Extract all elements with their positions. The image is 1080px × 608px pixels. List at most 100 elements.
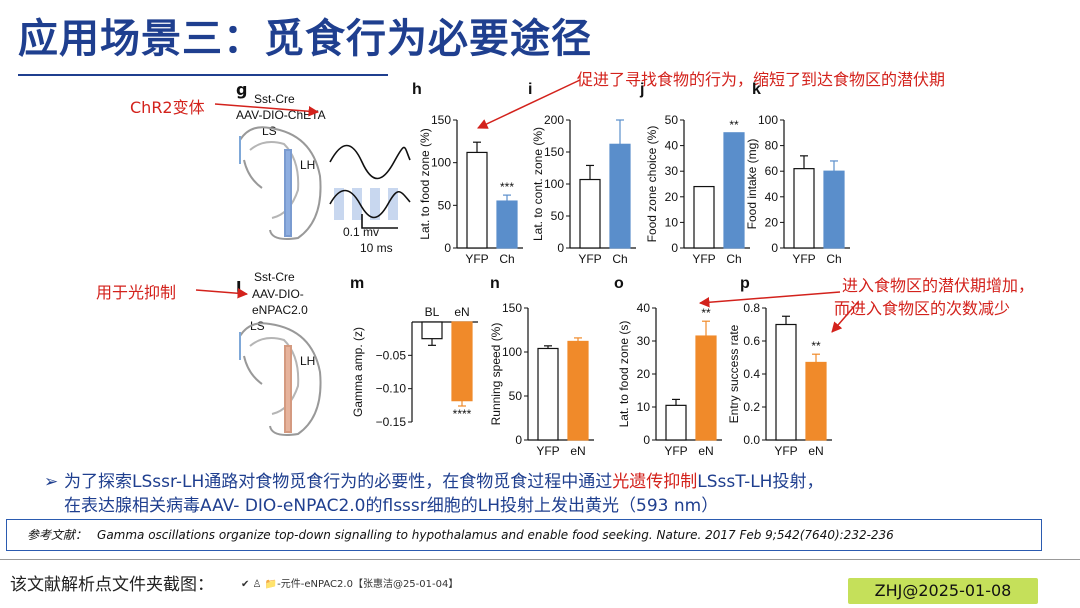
chart-h-ylabel: Lat. to food zone (%)	[418, 128, 432, 239]
panel-l-letter: l	[236, 278, 242, 297]
chart-n-bar-YFP	[537, 347, 559, 441]
trace-bottom	[329, 189, 411, 219]
chart-j-ytick-label: 0	[671, 241, 678, 255]
panel-g-letter: g	[236, 80, 248, 99]
annotation-bottom-right-1: 进入食物区的潜伏期增加，	[842, 276, 1035, 295]
chart-k-ylabel: Food intake (mg)	[745, 139, 759, 230]
chart-k-bar-YFP	[793, 168, 815, 249]
chart-n-ytick-label: 50	[509, 389, 523, 403]
chart-m-bar-BL	[421, 321, 443, 340]
chart-i-ytick-label: 100	[544, 177, 564, 191]
chart-i-bar-Ch	[609, 143, 631, 249]
chart-p-bar-YFP	[775, 323, 797, 441]
chart-p-ylabel: Entry success rate	[727, 324, 741, 423]
chart-h-xlabel-Ch: Ch	[499, 252, 514, 266]
chart-p-letter: p	[740, 275, 750, 292]
footer-folder-path[interactable]: ✔ ♙ 📁-元件-eNPAC2.0【张惠洁@25-01-04】	[241, 579, 459, 590]
chart-j-bar-YFP	[693, 185, 715, 249]
chart-p-ytick-label: 0.6	[743, 334, 760, 348]
chart-n-xlabel-eN: eN	[570, 444, 585, 458]
chart-n-letter: n	[490, 275, 500, 292]
chart-m-ytick-label: −0.05	[376, 348, 407, 362]
chart-k-ytick-label: 80	[765, 139, 779, 153]
arrow-to-chart-o	[698, 291, 841, 308]
panel-g-scale-ms: 10 ms	[360, 241, 393, 255]
chart-m-letter: m	[350, 275, 364, 292]
chart-o-bar-YFP	[665, 404, 687, 441]
chart-o-xlabel-eN: eN	[698, 444, 713, 458]
chart-o-significance: **	[701, 306, 711, 320]
chart-j-ytick-label: 30	[665, 164, 679, 178]
chart-p-xlabel-eN: eN	[808, 444, 823, 458]
chart-m-xlabel-BL: BL	[425, 305, 440, 319]
chart-o-ylabel: Lat. to food zone (s)	[617, 321, 631, 428]
chart-i-xlabel-Ch: Ch	[612, 252, 627, 266]
chart-p-significance: **	[811, 339, 821, 353]
chart-h-letter: h	[412, 81, 422, 98]
reference-box: 参考文献： Gamma oscillations organize top-dow…	[6, 519, 1042, 551]
chart-j-ytick-label: 10	[665, 215, 679, 229]
chart-p-ytick-label: 0.0	[743, 433, 760, 447]
panel-l-line3: eNPAC2.0	[252, 303, 308, 317]
annotation-inhibit: 用于光抑制	[96, 283, 177, 302]
chart-o-ytick-label: 20	[637, 367, 651, 381]
chart-o-letter: o	[614, 275, 624, 292]
arrow-to-chr2	[214, 103, 320, 117]
chart-j-bar-Ch	[723, 132, 745, 249]
chart-h-ytick-label: 0	[444, 241, 451, 255]
chart-m-ylabel: Gamma amp. (z)	[351, 327, 365, 417]
chart-h-ytick-label: 50	[438, 198, 452, 212]
chart-h-significance: ***	[500, 180, 514, 194]
chart-n-ytick-label: 100	[502, 345, 522, 359]
chart-j-ytick-label: 50	[665, 113, 679, 127]
chart-n-ytick-label: 150	[502, 301, 522, 315]
chart-k-ytick-label: 20	[765, 215, 779, 229]
chart-j-xlabel-YFP: YFP	[692, 252, 715, 266]
chart-o-ytick-label: 40	[637, 301, 651, 315]
chart-o-bar-eN	[695, 335, 717, 441]
bullet-highlight: 光遗传抑制	[612, 472, 698, 492]
chart-k-ytick-label: 40	[765, 190, 779, 204]
arrow-to-inhibit	[195, 288, 249, 299]
footer-divider	[0, 559, 1080, 560]
chart-i-ytick-label: 150	[544, 145, 564, 159]
chart-m-xlabel-eN: eN	[454, 305, 469, 319]
chart-o-ytick-label: 10	[637, 400, 651, 414]
chart-n-bar-eN	[567, 340, 589, 441]
chart-k-ytick-label: 0	[771, 241, 778, 255]
annotation-bottom-right-2: 而进入食物区的次数减少	[834, 299, 1011, 318]
chart-j-significance: **	[729, 118, 739, 132]
chart-m-bar-eN	[451, 321, 473, 402]
chart-n-ylabel: Running speed (%)	[489, 323, 503, 426]
chart-i-ytick-label: 0	[557, 241, 564, 255]
stim-bars	[334, 188, 398, 220]
chart-k-letter: k	[752, 81, 761, 98]
bullet-part1: 为了探索LSssr-LH通路对食物觅食行为的必要性，在食物觅食过程中通过	[64, 472, 613, 492]
chart-o-ytick-label: 30	[637, 334, 651, 348]
reference-label: 参考文献：	[27, 528, 88, 542]
chart-i-ylabel: Lat. to cont. zone (%)	[531, 127, 545, 241]
panel-g-lh: LH	[300, 158, 316, 172]
chart-h-ytick-label: 150	[431, 113, 451, 127]
chart-o-xlabel-YFP: YFP	[664, 444, 687, 458]
annotation-chr2: ChR2变体	[130, 98, 205, 117]
trace-top	[329, 144, 411, 180]
chart-j-ylabel: Food zone choice (%)	[645, 126, 659, 243]
chart-p-bar-eN	[805, 361, 827, 441]
chart-i-ytick-label: 200	[544, 113, 564, 127]
author-date-badge: ZHJ@2025-01-08	[848, 578, 1038, 604]
title-underline	[18, 74, 388, 76]
chart-i-xlabel-YFP: YFP	[578, 252, 601, 266]
chart-n-ytick-label: 0	[515, 433, 522, 447]
chart-i-letter: i	[528, 81, 532, 98]
chart-p-ytick-label: 0.8	[743, 301, 760, 315]
annotation-top-right: 促进了寻找食物的行为，缩短了到达食物区的潜伏期	[577, 70, 946, 89]
panel-l-line2: AAV-DIO-	[252, 287, 304, 301]
chart-i-ytick-label: 50	[551, 209, 565, 223]
reference-text: Gamma oscillations organize top-down sig…	[97, 528, 894, 542]
chart-p-xlabel-YFP: YFP	[774, 444, 797, 458]
chart-p-ytick-label: 0.4	[743, 367, 760, 381]
chart-k-ytick-label: 100	[758, 113, 778, 127]
chart-i-bar-YFP	[579, 178, 601, 249]
